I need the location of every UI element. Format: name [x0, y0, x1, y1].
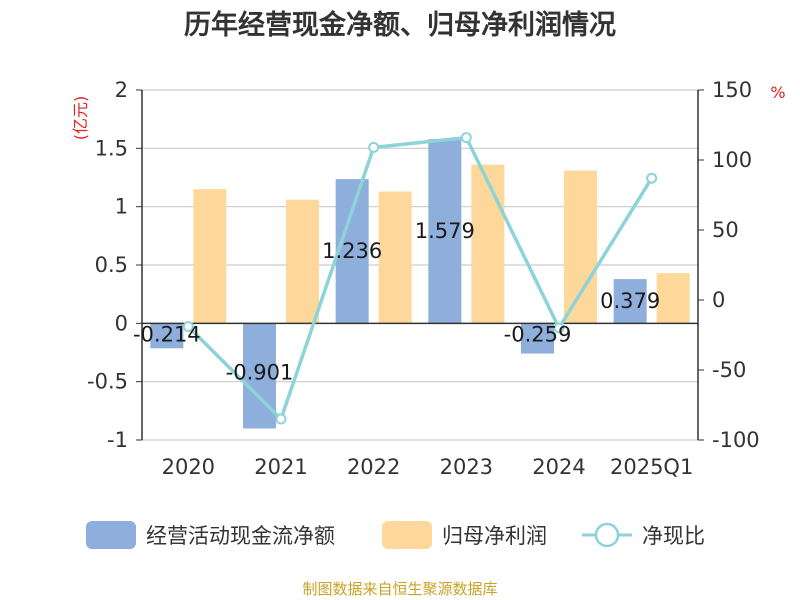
- ratio-point: [182, 321, 194, 333]
- x-tick-label: 2020: [162, 455, 215, 479]
- left-tick-label: 2: [115, 78, 128, 102]
- ratio-line: [182, 132, 658, 425]
- cashflow-data-label: -0.214: [133, 322, 201, 346]
- ratio-point: [368, 141, 380, 153]
- chart-title: 历年经营现金净额、归母净利润情况: [184, 9, 616, 41]
- net-profit-bar: [193, 189, 227, 324]
- legend: 经营活动现金流净额 归母净利润 净现比: [86, 521, 705, 549]
- right-tick-label: -50: [712, 358, 746, 382]
- legend-swatch: [382, 521, 432, 549]
- cashflow-data-label: -0.259: [504, 322, 572, 346]
- left-axis-unit: (亿元): [71, 96, 90, 141]
- legend-label: 净现比: [642, 524, 705, 548]
- cashflow-bar: [428, 139, 462, 324]
- left-tick-label: 0.5: [95, 253, 128, 277]
- legend-label: 经营活动现金流净额: [146, 524, 335, 548]
- x-tick-label: 2022: [347, 455, 400, 479]
- cashflow-bar: [150, 323, 184, 349]
- cashflow-data-label: -0.901: [226, 360, 294, 384]
- grid-lines: [142, 89, 698, 441]
- right-tick-label: 150: [712, 78, 752, 102]
- legend-swatch: [86, 521, 136, 549]
- legend-swatch-marker: [594, 522, 620, 548]
- legend-ratio: 净现比: [582, 522, 705, 548]
- x-tick-label: 2023: [440, 455, 493, 479]
- net-profit-bar: [656, 273, 690, 324]
- source-note: 制图数据来自恒生聚源数据库: [302, 580, 497, 598]
- left-tick-label: 0: [115, 311, 128, 335]
- ratio-line-path: [187, 135, 654, 421]
- cashflow-bar: [335, 179, 369, 324]
- bars: [150, 139, 690, 429]
- cashflow-data-label: 0.379: [600, 289, 660, 313]
- left-tick-label: 1: [115, 195, 128, 219]
- right-axis-unit: %: [770, 83, 785, 102]
- left-tick-label: -0.5: [87, 370, 128, 394]
- legend-net-profit: 归母净利润: [382, 521, 547, 549]
- data-labels: -0.214 -0.901 1.236 1.579 -0.259 0.379: [133, 219, 660, 384]
- x-tick-label: 2025Q1: [610, 455, 693, 479]
- left-tick-label: 1.5: [95, 136, 128, 160]
- right-tick-label: 0: [712, 288, 725, 312]
- net-profit-bar: [286, 199, 319, 324]
- ratio-point: [646, 172, 658, 184]
- net-profit-bar: [564, 170, 597, 324]
- x-tick-label: 2021: [254, 455, 307, 479]
- right-tick-label: -100: [712, 428, 760, 452]
- net-profit-bar: [471, 164, 505, 324]
- right-tick-label: 50: [712, 218, 739, 242]
- legend-cashflow: 经营活动现金流净额: [86, 521, 335, 549]
- right-tick-label: 100: [712, 148, 752, 172]
- ratio-point: [275, 413, 287, 425]
- axes: [136, 89, 704, 441]
- legend-label: 归母净利润: [442, 524, 547, 548]
- tick-labels: 2 1.5 1 0.5 0 -0.5 -1 150 100 50 0 -50 -100 2020 2021 2…: [87, 78, 760, 479]
- cashflow-data-label: 1.579: [415, 219, 475, 243]
- left-tick-label: -1: [107, 428, 128, 452]
- cashflow-bar: [521, 323, 554, 354]
- x-tick-label: 2024: [532, 455, 585, 479]
- net-profit-bar: [378, 191, 412, 324]
- ratio-point: [460, 132, 472, 144]
- cashflow-bar: [613, 279, 647, 324]
- cashflow-data-label: 1.236: [322, 239, 382, 263]
- ratio-point: [553, 322, 565, 334]
